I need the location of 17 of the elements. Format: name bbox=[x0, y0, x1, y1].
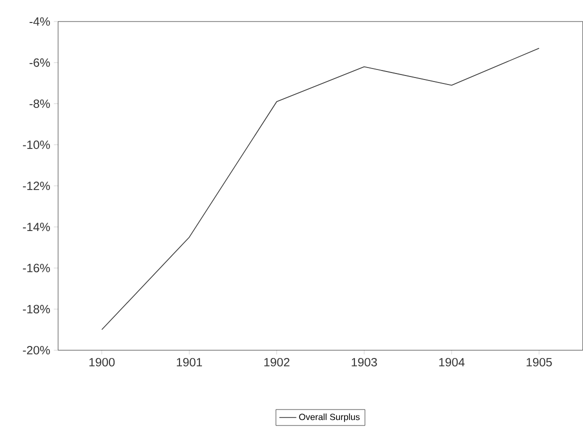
y-tick-label: -20% bbox=[22, 346, 50, 355]
y-tick-label: -16% bbox=[22, 264, 50, 272]
x-tick-label: 1903 bbox=[352, 358, 377, 367]
y-tick-label: -4% bbox=[30, 18, 50, 26]
x-tick-label: 1900 bbox=[89, 358, 115, 367]
legend-label: Overall Surplus bbox=[299, 414, 360, 422]
x-tick-label: 1905 bbox=[526, 358, 552, 367]
x-tick-label: 1902 bbox=[264, 358, 290, 367]
y-tick-label: -10% bbox=[22, 140, 50, 150]
x-tick-label: 1901 bbox=[176, 358, 202, 367]
y-tick-label: -12% bbox=[22, 182, 50, 190]
x-tick-label: 1904 bbox=[439, 358, 465, 367]
y-tick-label: -8% bbox=[30, 100, 50, 108]
line-series bbox=[101, 48, 540, 330]
y-tick-label: -14% bbox=[22, 222, 50, 232]
y-tick-label: -18% bbox=[22, 305, 50, 314]
y-tick-label: -6% bbox=[30, 58, 50, 67]
